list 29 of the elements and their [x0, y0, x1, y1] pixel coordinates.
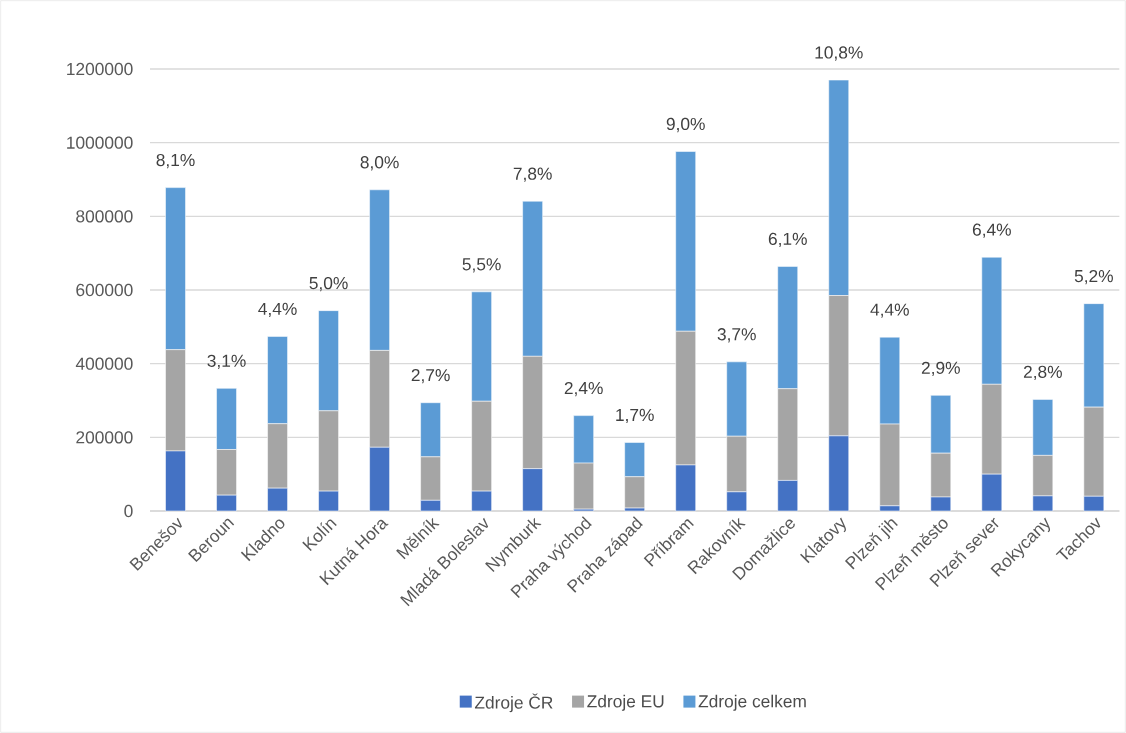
annotation: 2,4%	[564, 381, 603, 397]
y-tick-label: 1000000	[67, 136, 133, 149]
legend-label: Zdroje ČR	[474, 693, 553, 713]
annotation: 2,7%	[411, 369, 450, 384]
annotation: 3,1%	[207, 354, 246, 369]
annotation: 7,8%	[513, 167, 552, 182]
annotation: 1,7%	[616, 408, 654, 424]
annotation: 5,5%	[462, 258, 501, 273]
y-tick-label: 600000	[76, 283, 133, 297]
y-tick-label: 1200000	[67, 62, 133, 76]
y-tick-label: 0	[124, 504, 133, 518]
annotation: 5,0%	[309, 276, 348, 292]
y-tick-label: 800000	[76, 210, 133, 223]
annotation: 2,9%	[921, 361, 960, 376]
annotation: 9,0%	[666, 117, 705, 133]
annotation: 5,2%	[1074, 269, 1113, 285]
y-tick-label: 400000	[75, 357, 133, 370]
annotation: 6,1%	[768, 232, 807, 248]
annotation: 3,7%	[717, 328, 756, 343]
legend-label: Zdroje EU	[587, 694, 664, 711]
annotation: 4,4%	[870, 303, 909, 318]
annotation: 6,4%	[972, 223, 1011, 238]
annotation: 8,1%	[156, 153, 195, 169]
annotation: 2,8%	[1023, 365, 1062, 381]
annotation: 10,8%	[815, 46, 863, 61]
annotation: 8,0%	[360, 156, 399, 171]
annotation: 4,4%	[258, 302, 297, 318]
y-tick-label: 200000	[76, 431, 133, 444]
legend-label: Zdroje celkem	[698, 694, 806, 711]
